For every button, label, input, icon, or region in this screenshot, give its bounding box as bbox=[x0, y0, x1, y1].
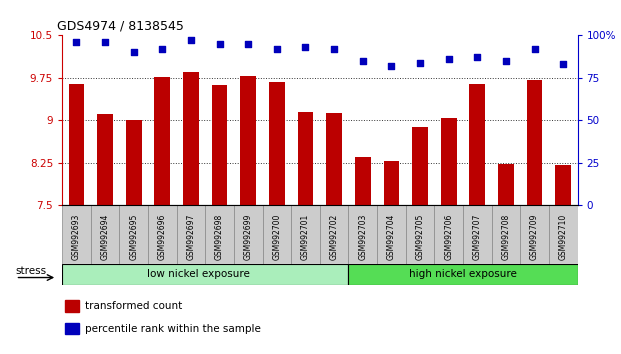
Text: stress: stress bbox=[16, 266, 47, 276]
Text: GSM992705: GSM992705 bbox=[415, 214, 425, 261]
Text: GSM992695: GSM992695 bbox=[129, 214, 138, 261]
Point bbox=[100, 39, 110, 45]
Point bbox=[215, 41, 225, 47]
Point bbox=[386, 63, 396, 69]
Bar bbox=[183, 72, 199, 205]
Bar bbox=[240, 76, 256, 205]
Bar bbox=[549, 205, 578, 264]
Bar bbox=[297, 113, 314, 205]
Text: GSM992703: GSM992703 bbox=[358, 214, 367, 261]
Text: GSM992698: GSM992698 bbox=[215, 214, 224, 260]
Text: low nickel exposure: low nickel exposure bbox=[147, 269, 250, 279]
Bar bbox=[441, 118, 456, 205]
Bar bbox=[492, 205, 520, 264]
Bar bbox=[65, 300, 79, 312]
Point bbox=[530, 46, 540, 52]
Bar bbox=[97, 114, 113, 205]
Bar bbox=[126, 120, 142, 205]
Text: GSM992701: GSM992701 bbox=[301, 214, 310, 260]
Bar bbox=[291, 205, 320, 264]
Text: transformed count: transformed count bbox=[85, 301, 183, 311]
Point bbox=[358, 58, 368, 64]
Bar bbox=[212, 85, 227, 205]
Text: GSM992708: GSM992708 bbox=[501, 214, 510, 260]
Text: percentile rank within the sample: percentile rank within the sample bbox=[85, 324, 261, 333]
Bar bbox=[498, 164, 514, 205]
Text: GSM992697: GSM992697 bbox=[186, 214, 196, 261]
Bar bbox=[384, 161, 399, 205]
Point bbox=[473, 55, 483, 60]
Bar bbox=[65, 323, 79, 334]
Bar bbox=[206, 205, 234, 264]
Text: GSM992710: GSM992710 bbox=[559, 214, 568, 260]
Bar bbox=[119, 205, 148, 264]
Bar bbox=[176, 205, 206, 264]
Bar bbox=[326, 113, 342, 205]
Bar bbox=[520, 205, 549, 264]
Bar bbox=[263, 205, 291, 264]
Point bbox=[71, 39, 81, 45]
Bar bbox=[148, 205, 176, 264]
Bar bbox=[469, 84, 485, 205]
Bar bbox=[463, 205, 492, 264]
Bar bbox=[377, 205, 406, 264]
Bar bbox=[355, 157, 371, 205]
Text: GSM992699: GSM992699 bbox=[243, 214, 253, 261]
Point bbox=[501, 58, 511, 64]
Point bbox=[301, 45, 310, 50]
Bar bbox=[91, 205, 119, 264]
Point bbox=[558, 62, 568, 67]
Bar bbox=[412, 127, 428, 205]
Point bbox=[329, 46, 339, 52]
Text: GSM992707: GSM992707 bbox=[473, 214, 482, 261]
Bar bbox=[434, 205, 463, 264]
Text: GDS4974 / 8138545: GDS4974 / 8138545 bbox=[57, 20, 184, 33]
Text: GSM992704: GSM992704 bbox=[387, 214, 396, 261]
Point bbox=[186, 38, 196, 43]
Bar bbox=[62, 205, 91, 264]
Bar bbox=[348, 264, 578, 285]
Text: GSM992702: GSM992702 bbox=[330, 214, 338, 260]
Bar bbox=[348, 205, 377, 264]
Bar bbox=[320, 205, 348, 264]
Point bbox=[443, 56, 453, 62]
Bar bbox=[155, 77, 170, 205]
Point bbox=[415, 60, 425, 65]
Text: GSM992706: GSM992706 bbox=[444, 214, 453, 261]
Point bbox=[272, 46, 282, 52]
Bar bbox=[527, 80, 543, 205]
Text: GSM992693: GSM992693 bbox=[72, 214, 81, 261]
Bar bbox=[68, 84, 84, 205]
Text: GSM992700: GSM992700 bbox=[273, 214, 281, 261]
Point bbox=[129, 50, 138, 55]
Bar bbox=[555, 165, 571, 205]
Point bbox=[157, 46, 167, 52]
Bar bbox=[234, 205, 263, 264]
Point bbox=[243, 41, 253, 47]
Text: GSM992696: GSM992696 bbox=[158, 214, 167, 261]
Bar bbox=[406, 205, 434, 264]
Bar bbox=[62, 264, 348, 285]
Bar bbox=[269, 82, 285, 205]
Text: GSM992709: GSM992709 bbox=[530, 214, 539, 261]
Text: GSM992694: GSM992694 bbox=[101, 214, 109, 261]
Text: high nickel exposure: high nickel exposure bbox=[409, 269, 517, 279]
